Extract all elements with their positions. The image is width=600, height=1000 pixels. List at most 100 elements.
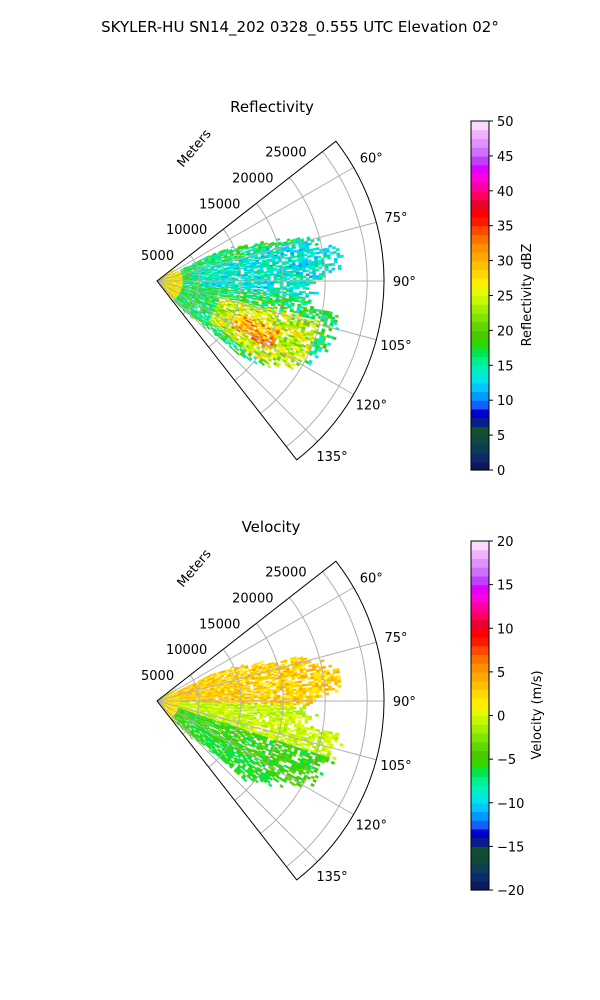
radar-cell (274, 301, 279, 305)
colorbar-segment (471, 208, 489, 218)
radar-cell (292, 286, 297, 290)
radar-cell (286, 238, 291, 242)
radar-cell (211, 704, 216, 707)
radar-cell (205, 704, 209, 707)
radar-cell (294, 314, 299, 318)
colorbar-segment (471, 269, 489, 279)
radar-cell (208, 283, 213, 285)
radar-cell (288, 313, 293, 317)
radar-cell (230, 289, 235, 292)
radar-cell (240, 286, 245, 289)
radar-cell (298, 268, 303, 271)
radar-cell (286, 281, 291, 284)
colorbar-segment (471, 321, 489, 331)
radar-cell (226, 314, 231, 318)
azimuth-tick-label: 135° (316, 450, 347, 465)
radar-cell (214, 285, 219, 288)
colorbar-segment (471, 243, 489, 253)
radar-cell (307, 242, 312, 246)
radar-cell (312, 281, 317, 285)
radar-cell (292, 274, 297, 277)
radar-cell (227, 292, 231, 295)
radar-cell (328, 270, 333, 274)
radar-cell (336, 255, 341, 259)
radar-cell (250, 273, 255, 276)
radar-cell (286, 289, 290, 293)
radar-cell (239, 249, 243, 253)
radar-cell (308, 267, 313, 270)
figure-title: SKYLER-HU SN14_202 0328_0.555 UTC Elevat… (101, 18, 499, 37)
radar-cell (262, 293, 267, 297)
radar-cell (290, 304, 295, 308)
radar-cell (241, 277, 245, 280)
radar-cell (260, 286, 264, 289)
radar-cell (267, 301, 272, 305)
radar-cell (243, 288, 248, 290)
radar-cell (283, 276, 287, 279)
radar-cell (263, 286, 268, 289)
radar-cell (252, 295, 257, 298)
radar-cell (259, 292, 264, 295)
radar-cell (299, 281, 304, 284)
radar-cell (302, 283, 307, 286)
radar-cell (329, 251, 334, 255)
radar-cell (176, 699, 180, 701)
radar-cell (297, 358, 303, 363)
radar-cell (179, 698, 184, 700)
radar-cell (317, 262, 322, 266)
radar-cell (224, 278, 229, 280)
colorbar-segment (471, 347, 489, 358)
radar-cell (189, 698, 193, 700)
colorbar-segment (471, 443, 489, 454)
radar-cell (315, 268, 320, 272)
radar-cell (221, 283, 226, 286)
radar-cell (305, 269, 310, 273)
radar-cell (282, 287, 287, 291)
radar-cell (211, 697, 216, 699)
range-tick-label: 20000 (232, 172, 273, 187)
colorbar-segment (471, 216, 489, 227)
radar-cell (173, 300, 177, 304)
radar-cell (324, 265, 329, 269)
radar-cell (266, 278, 271, 281)
radar-cell (192, 697, 196, 700)
colorbar-segment (471, 225, 489, 236)
radar-cell (315, 247, 320, 251)
radar-cell (227, 276, 232, 278)
radar-cell (256, 293, 261, 296)
radar-cell (231, 257, 236, 260)
colorbar-segment (471, 330, 489, 340)
radar-cell (299, 277, 304, 281)
radar-cell (326, 342, 332, 346)
radar-cell (289, 283, 294, 286)
radar-cell (211, 284, 216, 287)
radar-cell (270, 304, 275, 307)
radar-cell (248, 300, 253, 304)
radar-cell (255, 298, 260, 301)
colorbar-segment (471, 417, 489, 427)
radar-cell (292, 270, 297, 273)
colorbar-segment (471, 426, 489, 436)
radar-cell (233, 268, 238, 271)
radar-cell (253, 266, 257, 269)
radar-cell (283, 306, 288, 310)
radar-cell (202, 279, 206, 281)
radar-cell (252, 297, 257, 301)
radar-cell (305, 265, 310, 269)
radar-cell (246, 307, 251, 311)
radar-cell (205, 696, 210, 699)
radar-cell (211, 277, 216, 280)
radar-cell (305, 295, 309, 298)
radar-cell (299, 285, 304, 288)
radar-cell (308, 271, 313, 274)
radar-cell (230, 291, 235, 294)
azimuth-tick-label: 105° (380, 339, 411, 354)
colorbar-segment (471, 121, 489, 131)
radar-cell (185, 697, 190, 699)
radar-cell (287, 305, 292, 309)
radar-cell (218, 285, 222, 288)
radar-cell (312, 310, 317, 314)
